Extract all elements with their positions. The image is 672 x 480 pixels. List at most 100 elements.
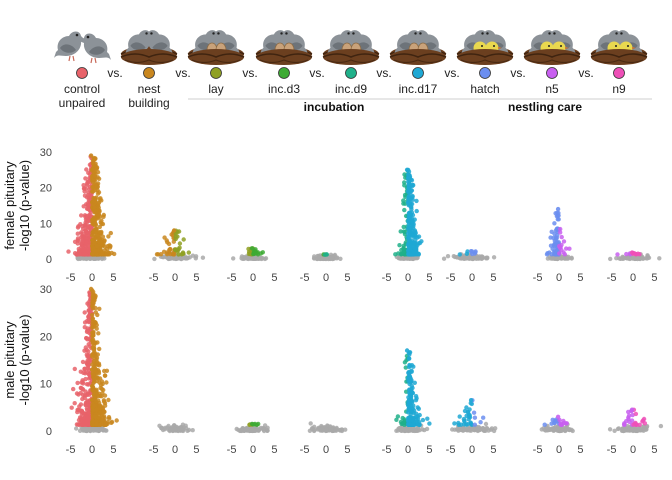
volcano-control-vs-nest-building [69, 286, 119, 434]
point-significant [425, 416, 430, 421]
point-significant [106, 234, 111, 239]
volcano-n5-vs-n9 [607, 407, 664, 434]
stage-icon-n9 [590, 30, 648, 65]
point-nonsignificant [491, 255, 497, 260]
stage-label: nest [138, 82, 161, 96]
point-significant [406, 235, 411, 241]
y-axis-title: male pituitary [2, 321, 17, 399]
point-nonsignificant [550, 427, 555, 433]
y-tick-label: 0 [46, 426, 52, 438]
point-significant [404, 348, 410, 353]
point-significant [409, 383, 414, 389]
point-nonsignificant [629, 427, 635, 432]
stage-color-dot [278, 67, 290, 79]
point-significant [75, 380, 80, 386]
point-nonsignificant [84, 255, 89, 260]
point-significant [93, 248, 98, 253]
point-significant [106, 397, 111, 403]
stage-label: building [128, 96, 169, 110]
x-tick-label: 5 [110, 444, 116, 456]
point-significant [93, 399, 99, 404]
point-significant [93, 229, 99, 235]
point-significant [76, 422, 82, 427]
point-significant [154, 252, 160, 257]
point-significant [557, 251, 562, 256]
point-significant [101, 212, 107, 218]
point-significant [408, 177, 413, 182]
point-significant [91, 380, 96, 386]
point-nonsignificant [456, 427, 461, 432]
point-nonsignificant [622, 427, 628, 432]
point-significant [464, 413, 469, 419]
point-significant [102, 368, 107, 374]
point-nonsignificant [460, 255, 466, 260]
point-significant [559, 242, 564, 248]
stage-icon-bldg [120, 30, 178, 65]
x-tick-label: 5 [490, 272, 496, 284]
point-significant [171, 228, 177, 233]
point-nonsignificant [171, 255, 176, 261]
y-tick-label: 20 [40, 331, 52, 343]
point-significant [558, 230, 563, 235]
x-tick-label: -5 [446, 444, 456, 456]
point-nonsignificant [102, 256, 107, 261]
point-nonsignificant [328, 427, 334, 432]
point-nonsignificant [185, 255, 191, 260]
x-tick-label: 0 [556, 444, 562, 456]
stage-icon-n5 [523, 30, 581, 65]
point-nonsignificant [476, 427, 481, 432]
point-significant [411, 415, 417, 420]
point-significant [457, 252, 462, 257]
point-significant [91, 389, 97, 394]
point-significant [417, 240, 423, 246]
point-nonsignificant [637, 425, 642, 431]
point-significant [478, 420, 483, 425]
point-significant [99, 394, 104, 399]
x-tick-label: 0 [405, 444, 411, 456]
point-significant [555, 206, 561, 212]
point-significant [106, 250, 111, 255]
point-significant [407, 225, 412, 230]
point-significant [76, 238, 81, 243]
point-significant [468, 421, 473, 426]
point-significant [642, 421, 648, 426]
point-significant [85, 206, 91, 211]
point-nonsignificant [560, 255, 565, 260]
point-significant [561, 239, 567, 244]
point-significant [72, 401, 77, 406]
point-significant [77, 248, 82, 254]
point-significant [404, 167, 410, 172]
point-significant [406, 196, 411, 202]
point-significant [406, 189, 411, 194]
point-significant [415, 416, 421, 421]
point-significant [92, 240, 97, 246]
point-significant [633, 411, 639, 417]
point-significant [82, 366, 87, 372]
point-significant [407, 352, 412, 357]
x-tick-label: 5 [651, 272, 657, 284]
point-significant [409, 233, 415, 238]
point-significant [402, 207, 407, 213]
point-nonsignificant [483, 256, 489, 261]
point-significant [567, 246, 572, 251]
y-axis-title: -log10 (p-value) [17, 160, 32, 251]
point-significant [96, 331, 101, 336]
point-significant [402, 417, 407, 422]
point-significant [80, 419, 85, 424]
point-nonsignificant [308, 421, 313, 426]
x-tick-label: 5 [651, 444, 657, 456]
volcano-nest-building-vs-lay [152, 228, 206, 262]
point-significant [109, 419, 115, 425]
x-tick-label: -5 [227, 444, 237, 456]
point-significant [98, 230, 103, 235]
point-significant [91, 178, 96, 183]
point-nonsignificant [265, 428, 270, 433]
volcano-inc-d17-vs-hatch [441, 249, 497, 262]
point-significant [464, 422, 469, 427]
point-significant [77, 252, 82, 257]
point-significant [548, 235, 553, 240]
volcano-inc-d3-vs-inc-d9 [311, 252, 343, 262]
point-significant [80, 231, 85, 236]
point-nonsignificant [152, 256, 157, 262]
